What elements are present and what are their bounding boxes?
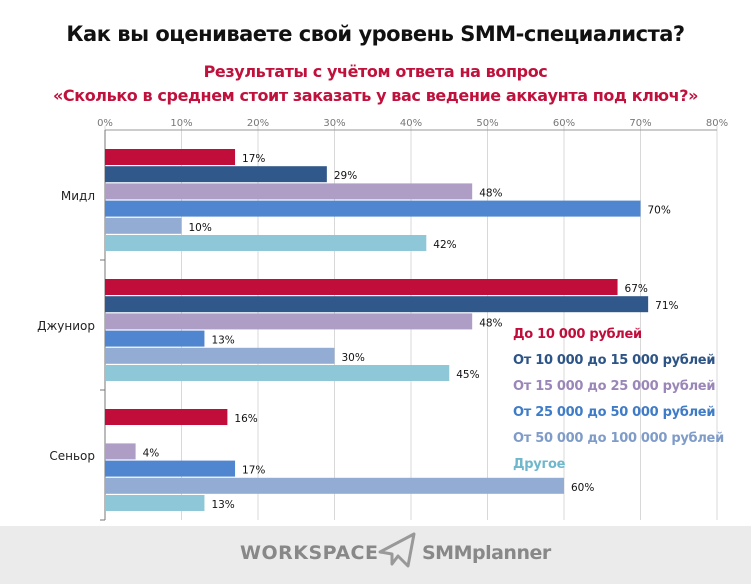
bar [105,183,473,200]
data-label: 4% [143,447,160,459]
legend-item: Другое [513,457,566,472]
data-label: 48% [479,317,502,329]
x-tick-label: 70% [629,118,651,129]
legend-item: От 50 000 до 100 000 рублей [513,431,724,446]
data-label: 70% [648,205,671,217]
legend-item: От 15 000 до 25 000 рублей [513,379,716,394]
bar [105,495,205,511]
x-tick-label: 20% [247,118,269,129]
data-label: 71% [655,300,678,312]
data-label: 16% [234,413,257,425]
chart-subtitle-1: Результаты с учётом ответа на вопрос [203,62,548,81]
legend-item: До 10 000 рублей [513,327,642,342]
data-label: 67% [625,283,648,295]
data-label: 17% [242,153,265,165]
x-tick-label: 10% [170,118,192,129]
bar [105,200,641,217]
bar [105,330,205,347]
data-label: 42% [433,239,456,251]
bar [105,166,327,183]
data-label: 10% [189,222,212,234]
legend: До 10 000 рублей От 10 000 до 15 000 рубл… [513,326,724,482]
bar [105,443,136,460]
legend-item: От 25 000 до 50 000 рублей [513,405,716,420]
bar [105,347,335,364]
paper-plane-icon [378,532,416,568]
chart-subtitle-2: «Сколько в среднем стоит заказать у вас … [52,86,699,105]
bar [105,217,182,234]
bar [105,365,450,381]
footer [0,526,751,584]
smmplanner-logo: SMMplanner [422,542,551,564]
x-tick-label: 50% [476,118,498,129]
chart-title: Как вы оцениваете свой уровень SMM-специ… [66,22,685,46]
bar [105,477,564,494]
x-tick-label: 60% [553,118,575,129]
data-label: 48% [479,187,502,199]
x-tick-label: 0% [97,118,113,129]
y-category-label: Сеньор [49,449,95,463]
data-label: 60% [571,482,594,494]
workspace-logo: WORKSPACE [240,542,379,564]
y-category-label: Джуниор [37,319,95,333]
data-label: 17% [242,465,265,477]
data-label: 29% [334,170,357,182]
data-label: 30% [342,352,365,364]
x-tick-label: 40% [400,118,422,129]
bar [105,460,236,477]
data-label: 45% [456,369,479,381]
data-label: 13% [211,499,234,511]
bar [105,409,228,425]
bar [105,313,473,330]
bar [105,149,236,165]
data-label: 13% [211,335,234,347]
bar [105,235,427,251]
y-category-label: Мидл [61,189,95,203]
bar [105,279,618,295]
legend-item: От 10 000 до 15 000 рублей [513,353,716,368]
bar [105,296,649,313]
x-tick-label: 30% [323,118,345,129]
x-tick-label: 80% [706,118,728,129]
